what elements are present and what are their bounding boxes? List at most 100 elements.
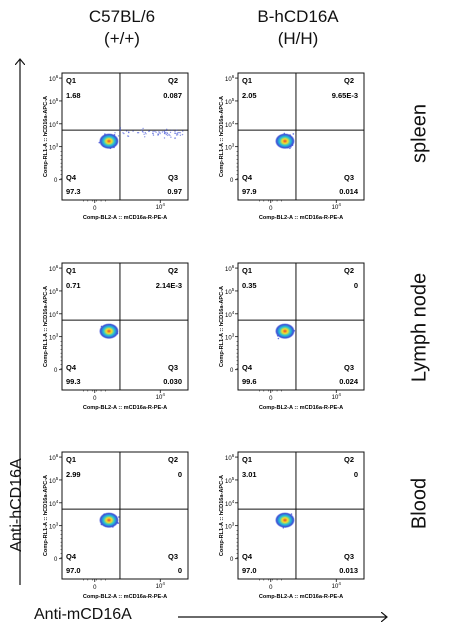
event-dot xyxy=(123,132,125,135)
y-tick-label: 0 xyxy=(230,178,234,184)
quadrant-value-q2: 0.087 xyxy=(163,91,182,100)
quadrant-label-q4: Q4 xyxy=(66,363,77,372)
event-dot xyxy=(177,134,179,136)
x-tick-label: 104 xyxy=(156,581,166,590)
quadrant-label-q3: Q3 xyxy=(344,173,354,182)
event-dot xyxy=(166,132,169,135)
quadrant-value-q3: 0.024 xyxy=(339,377,359,386)
y-tick-label: 106 xyxy=(49,264,59,273)
quadrant-label-q2: Q2 xyxy=(344,76,354,85)
event-dot xyxy=(127,135,130,137)
event-dot xyxy=(277,337,280,340)
event-dot xyxy=(144,131,146,134)
quadrant-label-q4: Q4 xyxy=(242,173,253,182)
event-dot xyxy=(163,130,165,133)
y-axis-label: Comp-RL1-A :: hCD16a-APC-A xyxy=(219,286,225,367)
event-dot xyxy=(148,130,151,132)
facs-panel: Q1 1.68 Q2 0.087 Q4 97.3 Q3 0.97 106 105 104 103 0 0 1… xyxy=(43,72,189,221)
quadrant-label-q2: Q2 xyxy=(168,266,178,275)
event-dot xyxy=(142,131,144,133)
event-dot xyxy=(181,133,184,136)
x-axis-label: Comp-BL2-A :: mCD16a-R-PE-A xyxy=(83,215,167,221)
y-tick-label: 103 xyxy=(49,143,59,152)
event-dot xyxy=(125,130,128,132)
event-dot xyxy=(152,132,154,134)
y-tick-label: 0 xyxy=(54,557,58,563)
plot-frame xyxy=(237,262,365,391)
x-tick-label: 0 xyxy=(269,206,273,212)
event-dot xyxy=(122,132,124,134)
event-dot xyxy=(114,132,116,134)
x-axis-label: Comp-BL2-A :: mCD16a-R-PE-A xyxy=(259,215,343,221)
plot-frame xyxy=(61,72,189,201)
y-tick-label: 104 xyxy=(49,120,59,129)
quadrant-value-q3: 0.013 xyxy=(339,566,358,575)
quadrant-label-q2: Q2 xyxy=(168,455,178,464)
event-dot xyxy=(168,133,170,136)
y-tick-label: 103 xyxy=(225,143,235,152)
y-tick-label: 106 xyxy=(225,74,235,83)
x-tick-label: 0 xyxy=(93,206,97,212)
event-dot xyxy=(165,133,167,136)
quadrant-value-q4: 97.0 xyxy=(66,566,81,575)
event-dot xyxy=(163,137,166,139)
y-tick-label: 104 xyxy=(49,499,59,508)
y-tick-label: 104 xyxy=(225,499,235,508)
x-tick-label: 0 xyxy=(269,585,273,591)
event-dot xyxy=(164,132,166,134)
quadrant-value-q3: 0.014 xyxy=(339,187,359,196)
event-dot xyxy=(132,130,134,132)
event-dot xyxy=(155,131,157,133)
event-dot xyxy=(154,130,156,133)
y-tick-label: 0 xyxy=(230,368,234,374)
cell-cluster xyxy=(98,512,119,529)
y-tick-label: 105 xyxy=(225,287,235,296)
y-tick-label: 106 xyxy=(225,453,235,462)
quadrant-value-q4: 97.0 xyxy=(242,566,257,575)
x-axis-title: Anti-mCD16A xyxy=(34,606,132,623)
quadrant-label-q1: Q1 xyxy=(66,76,76,85)
y-tick-label: 106 xyxy=(225,264,235,273)
event-dot xyxy=(174,137,176,140)
quadrant-value-q1: 3.01 xyxy=(242,470,257,479)
cell-cluster xyxy=(274,512,295,529)
y-tick-label: 105 xyxy=(49,97,59,106)
event-dot xyxy=(136,132,139,134)
quadrant-value-q1: 2.99 xyxy=(66,470,81,479)
cell-cluster xyxy=(98,323,119,340)
event-dot xyxy=(159,132,161,135)
column-title-line-1: C57BL/6 xyxy=(88,7,156,26)
quadrant-value-q3: 0 xyxy=(178,566,182,575)
quadrant-value-q1: 0.35 xyxy=(242,281,257,290)
x-tick-label: 0 xyxy=(93,396,97,402)
event-dot xyxy=(145,133,147,135)
y-tick-label: 104 xyxy=(225,120,235,129)
quadrant-label-q2: Q2 xyxy=(168,76,178,85)
quadrant-label-q2: Q2 xyxy=(344,266,354,275)
y-tick-label: 103 xyxy=(49,333,59,342)
event-dot xyxy=(152,134,155,136)
quadrant-label-q1: Q1 xyxy=(66,455,76,464)
x-tick-label: 0 xyxy=(93,585,97,591)
quadrant-label-q4: Q4 xyxy=(242,363,253,372)
x-tick-label: 104 xyxy=(332,202,342,211)
quadrant-label-q3: Q3 xyxy=(168,363,178,372)
y-tick-label: 103 xyxy=(49,522,59,531)
x-tick-label: 104 xyxy=(332,392,342,401)
y-tick-label: 0 xyxy=(230,557,234,563)
y-axis-label: Comp-RL1-A :: hCD16a-APC-A xyxy=(43,96,49,177)
y-tick-label: 0 xyxy=(54,178,58,184)
event-dot xyxy=(170,136,172,138)
y-axis-label: Comp-RL1-A :: hCD16a-APC-A xyxy=(43,286,49,367)
facs-panel: Q1 2.05 Q2 9.65E-3 Q4 97.9 Q3 0.014 106 105 104 103… xyxy=(219,72,365,221)
event-dot xyxy=(119,129,121,132)
event-dot xyxy=(141,129,143,131)
event-dot xyxy=(179,132,181,134)
x-axis-label: Comp-BL2-A :: mCD16a-R-PE-A xyxy=(83,594,167,600)
quadrant-label-q3: Q3 xyxy=(344,363,354,372)
event-dot xyxy=(117,135,120,137)
event-dot xyxy=(176,129,178,131)
